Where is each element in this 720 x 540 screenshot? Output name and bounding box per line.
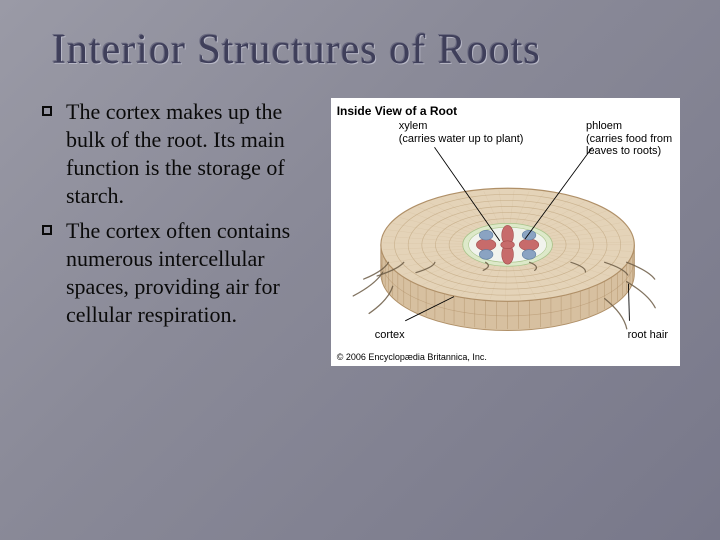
label-phloem: phloem (carries food from leaves to root… <box>586 120 674 158</box>
bullet-list: The cortex makes up the bulk of the root… <box>40 98 323 335</box>
figure-copyright: © 2006 Encyclopædia Britannica, Inc. <box>337 352 674 362</box>
bullet-item: The cortex makes up the bulk of the root… <box>40 98 323 211</box>
label-phloem-caption: (carries food from leaves to roots) <box>586 133 672 158</box>
figure-stage: xylem (carries water up to plant) phloem… <box>337 120 674 350</box>
content-row: The cortex makes up the bulk of the root… <box>40 98 680 366</box>
slide-title: Interior Structures of Roots <box>52 26 680 74</box>
bullet-item: The cortex often contains numerous inter… <box>40 217 323 330</box>
label-root-hair: root hair <box>628 329 668 342</box>
label-xylem-name: xylem <box>399 120 428 132</box>
label-xylem: xylem (carries water up to plant) <box>399 120 524 145</box>
label-xylem-caption: (carries water up to plant) <box>399 133 524 145</box>
slide: Interior Structures of Roots The cortex … <box>0 0 720 540</box>
label-cortex: cortex <box>375 329 405 342</box>
label-phloem-name: phloem <box>586 120 622 132</box>
root-diagram: Inside View of a Root xylem (carries wat… <box>331 98 680 366</box>
figure-title: Inside View of a Root <box>337 104 674 118</box>
